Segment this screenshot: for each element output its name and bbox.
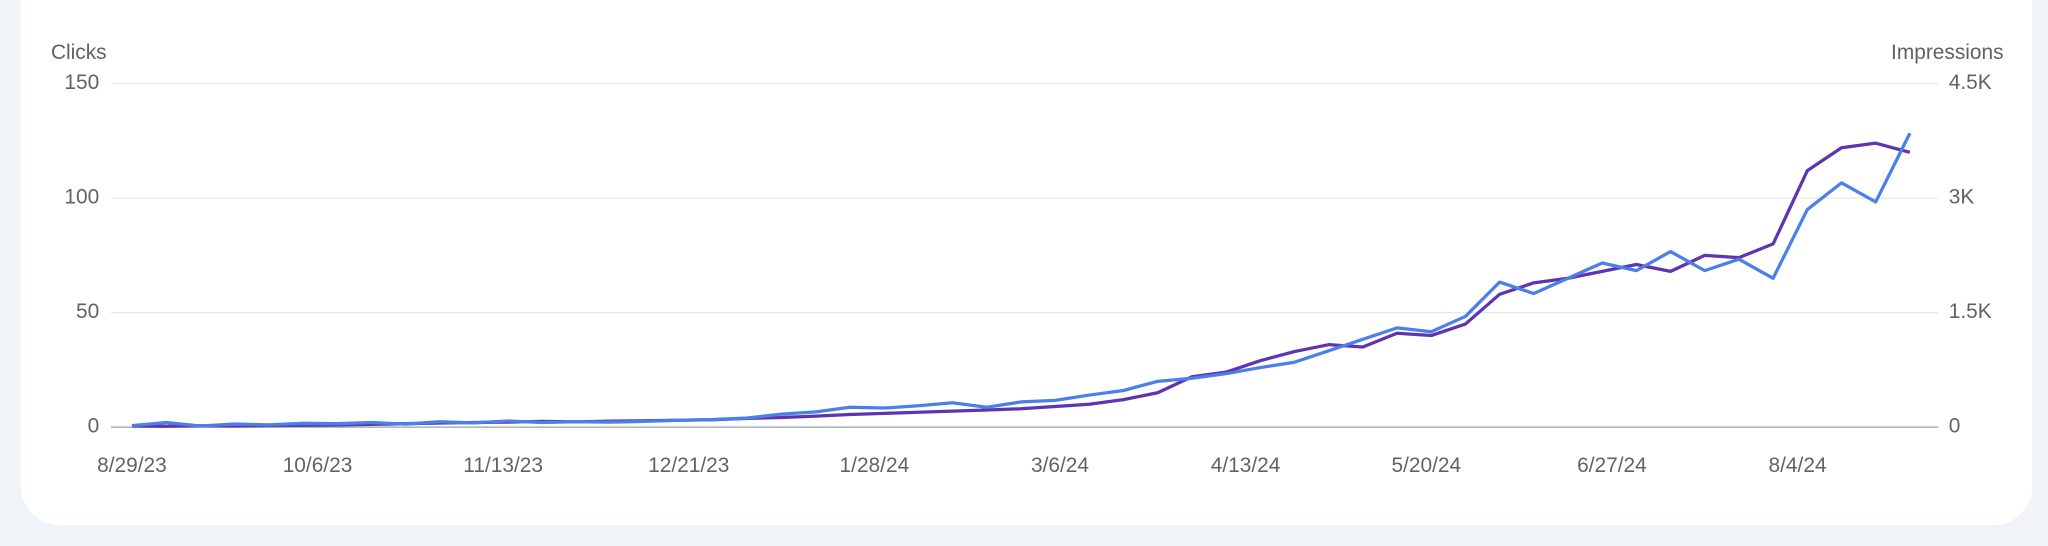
y2-tick-label: 4.5K [1949, 71, 1992, 94]
x-tick-label: 6/27/24 [1577, 454, 1647, 477]
card [20, 0, 2033, 526]
series-line [131, 132, 1912, 428]
y-tick-label: 100 [64, 186, 99, 209]
y-axis-title: Clicks [51, 41, 107, 64]
y2-tick-label: 1.5K [1949, 300, 1992, 323]
x-tick-label: 4/13/24 [1211, 454, 1281, 477]
x-tick-label: 8/4/24 [1769, 454, 1827, 477]
x-tick-label: 11/13/23 [463, 454, 543, 477]
y2-axis-title: Impressions [1891, 41, 2004, 64]
y-tick-label: 150 [64, 71, 99, 94]
x-tick-label: 8/29/23 [97, 454, 167, 477]
x-tick-label: 10/6/23 [283, 454, 353, 477]
y2-tick-label: 3K [1949, 186, 1975, 209]
x-tick-label: 1/28/24 [840, 454, 910, 477]
x-tick-label: 5/20/24 [1391, 454, 1461, 477]
x-tick-label: 3/6/24 [1031, 454, 1089, 477]
y2-tick-label: 0 [1949, 415, 1961, 438]
y-tick-label: 0 [88, 415, 100, 438]
x-tick-label: 12/21/23 [648, 454, 729, 477]
y-tick-label: 50 [76, 300, 99, 323]
